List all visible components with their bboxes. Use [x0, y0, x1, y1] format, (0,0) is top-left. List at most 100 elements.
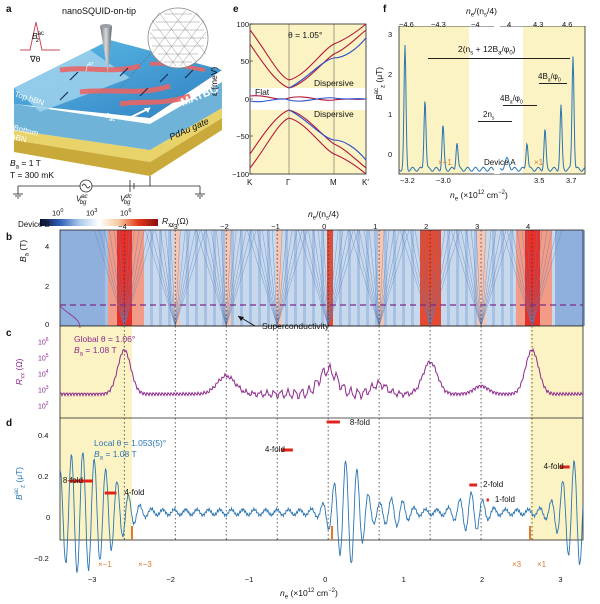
fold-marker	[469, 483, 478, 487]
heatmap-column	[423, 230, 426, 326]
f-right-multiplier: ×1	[534, 158, 544, 167]
d-local-theta: Local θ = 1.053(5)°	[94, 438, 167, 448]
f-bottom-tick: 3.5	[534, 176, 545, 185]
f-4b-annotation-1: 4Ba/φ0	[538, 72, 561, 84]
fan-line	[200, 229, 227, 327]
heatmap-column	[540, 230, 543, 326]
fan-line	[175, 229, 186, 327]
f-left-multiplier: ×−1	[438, 158, 452, 167]
fan-line	[424, 229, 431, 327]
fan-line	[531, 229, 548, 327]
fold-label: 4-fold	[543, 462, 564, 471]
heatmap-column	[297, 230, 300, 326]
f-main-bracket	[428, 58, 570, 59]
band-bottom-highlight	[250, 110, 366, 174]
heatmap-column	[306, 230, 309, 326]
heatmap-column	[480, 230, 483, 326]
f-bottom-ticks: −3.2 −3.0 3.5 3.7	[396, 176, 588, 186]
heatmap-column	[114, 230, 117, 326]
fan-line	[307, 229, 329, 327]
fan-line	[480, 229, 507, 327]
fan-line	[220, 229, 227, 327]
dispersive-bottom-label: Dispersive	[314, 109, 354, 119]
heatmap-column	[171, 230, 174, 326]
fan-line	[150, 229, 176, 327]
heatmap-column	[456, 230, 459, 326]
heatmap-column	[81, 230, 84, 326]
fold-marker	[281, 448, 293, 452]
heatmap-column	[414, 230, 417, 326]
heatmap-column	[186, 230, 189, 326]
d-ba-label: Ba = 1.08 T	[94, 449, 137, 462]
fan-line	[429, 229, 446, 327]
heatmap-column	[228, 230, 231, 326]
c-ytick: 104	[38, 369, 49, 379]
c-d-left-highlight	[60, 326, 132, 540]
heatmap-column	[150, 230, 153, 326]
fan-line	[124, 229, 135, 327]
heatmap-column	[246, 230, 249, 326]
d-ytick: 0.2	[38, 472, 49, 481]
fan-line	[297, 229, 329, 327]
fan-line	[363, 229, 380, 327]
f-top-ticks: −4.6 −4.3 −4 4 4.3 4.6	[389, 20, 589, 30]
heatmap-column	[300, 230, 303, 326]
heatmap-column	[516, 230, 519, 326]
v-ac-label: Vacbg	[76, 194, 88, 207]
heatmap-column	[420, 230, 423, 326]
fan-line	[506, 229, 533, 327]
fan-line	[155, 229, 176, 327]
heatmap-column	[525, 230, 528, 326]
fold-marker	[326, 420, 340, 424]
heatmap-column	[534, 230, 537, 326]
flat-band-label: Flat	[255, 87, 270, 97]
heatmap-column	[447, 230, 450, 326]
fan-line	[165, 229, 176, 327]
e-xtick-k: K	[247, 178, 253, 187]
fan-line	[348, 229, 380, 327]
d-tag-left2: ×−3	[138, 560, 152, 569]
heatmap-column	[282, 230, 285, 326]
heatmap-column	[504, 230, 507, 326]
fan-line	[327, 229, 349, 327]
heatmap-column	[396, 230, 399, 326]
fan-line	[399, 229, 431, 327]
heatmap-column	[99, 230, 102, 326]
heatmap-column	[558, 230, 561, 326]
heatmap-column	[513, 230, 516, 326]
f-4b-annotation-2: 4Ba/φ0	[500, 94, 523, 106]
b-top-tick: 2	[424, 222, 429, 231]
c-ytick: 106	[38, 337, 49, 347]
heatmap-column	[531, 230, 534, 326]
device-b-label: Device B	[18, 220, 51, 229]
fan-line	[205, 229, 227, 327]
heatmap-column	[102, 230, 105, 326]
f-ytick: 3	[388, 30, 393, 39]
heatmap-column	[330, 230, 333, 326]
fan-line	[378, 229, 385, 327]
heatmap-column	[240, 230, 243, 326]
f-top-tick: 4.6	[562, 20, 573, 29]
heatmap-column	[105, 230, 108, 326]
fan-line	[531, 229, 563, 327]
f-top-tick: −4.3	[431, 20, 446, 29]
d-xticks: −3 −2 −1 0 1 2 3	[0, 575, 600, 585]
b-ytick: 0	[45, 320, 50, 329]
f-bottom-tick: 3.7	[566, 176, 577, 185]
b-top-tick: −4	[118, 222, 127, 231]
fan-line	[225, 229, 257, 327]
heatmap-column	[201, 230, 204, 326]
heatmap-column	[522, 230, 525, 326]
fan-line	[450, 229, 482, 327]
heatmap-column	[63, 230, 66, 326]
heatmap-column	[351, 230, 354, 326]
panel-e-band-structure	[249, 23, 367, 175]
heatmap-column	[453, 230, 456, 326]
fan-line	[358, 229, 380, 327]
d-xtick: −1	[244, 575, 254, 584]
heatmap-column	[294, 230, 297, 326]
heatmap-column	[573, 230, 576, 326]
heatmap-column	[141, 230, 144, 326]
fan-line	[225, 229, 232, 327]
heatmap-column	[495, 230, 498, 326]
